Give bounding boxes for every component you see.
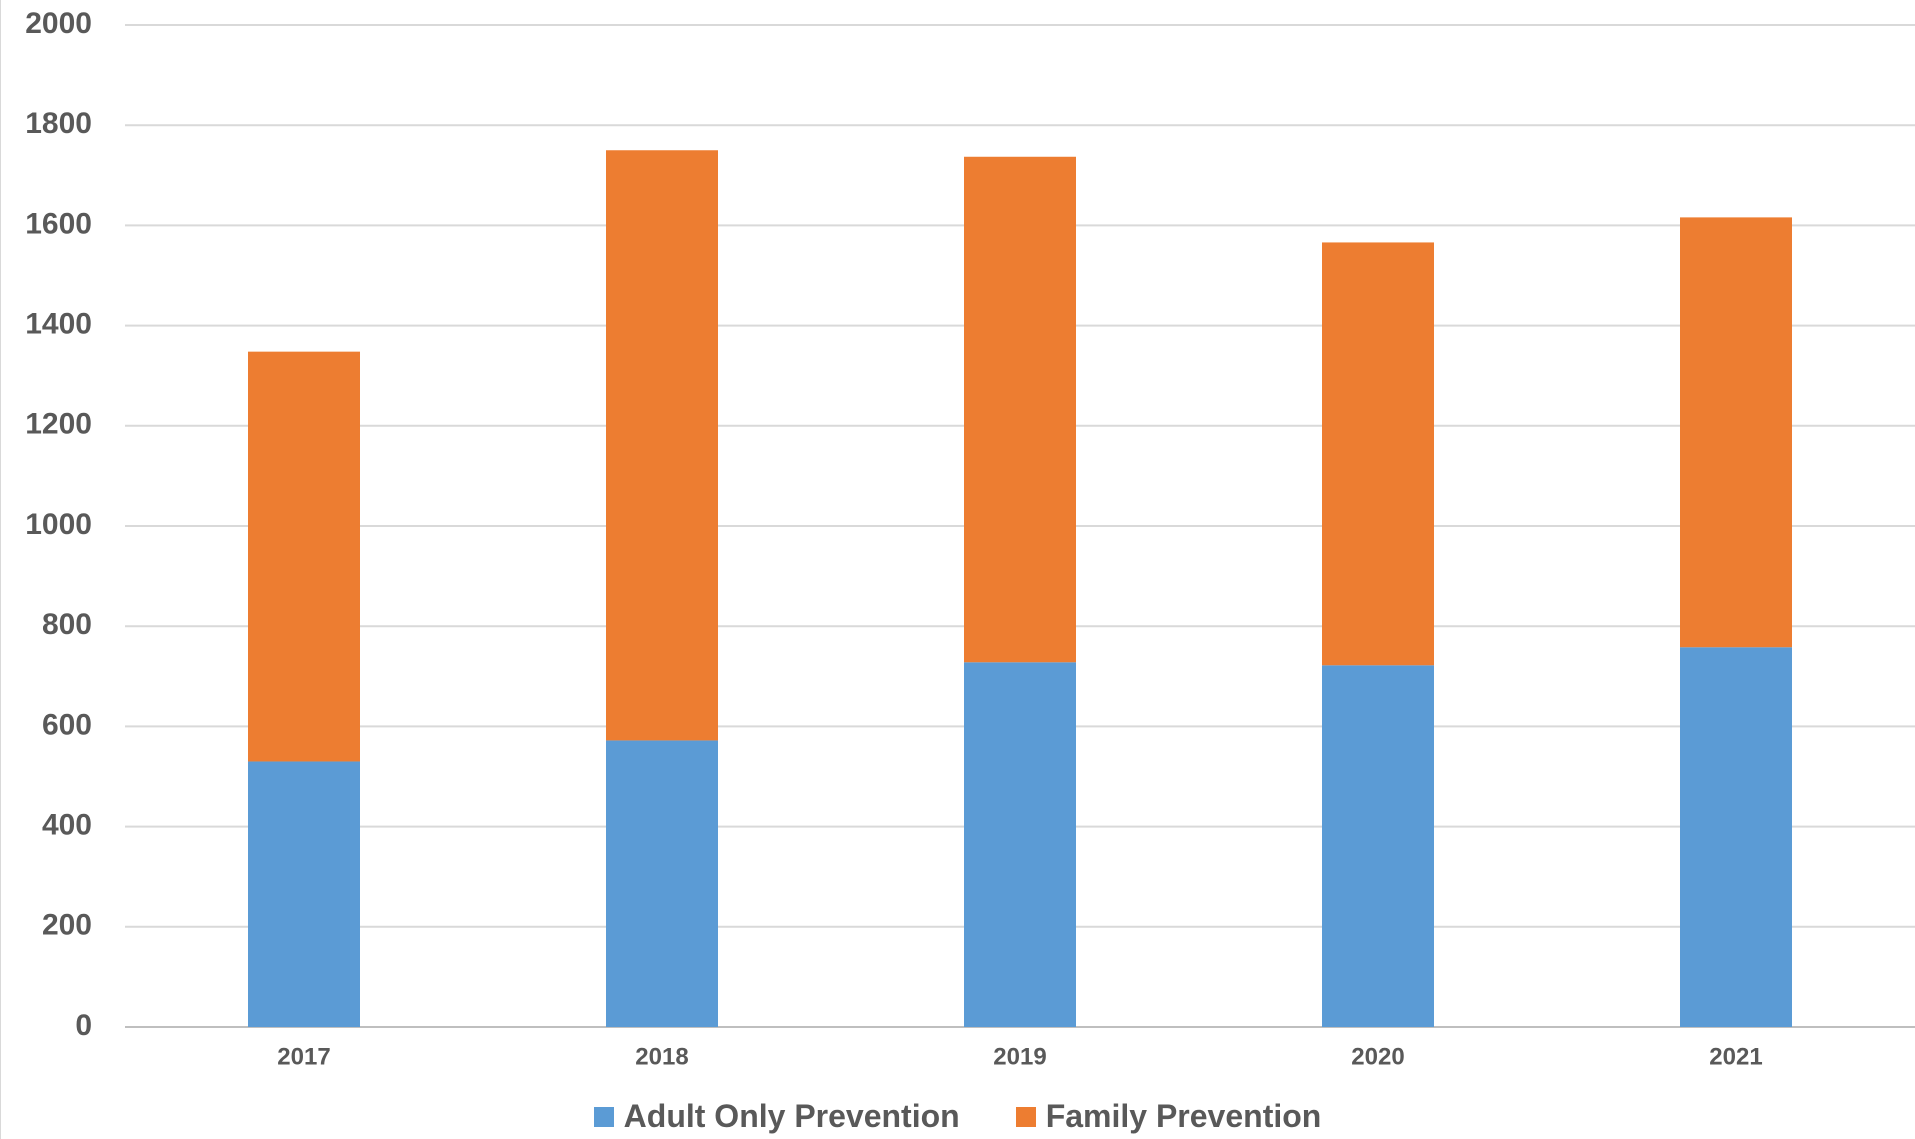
bar-adult-only-2021 (1680, 647, 1792, 1027)
x-tick-label-2017: 2017 (277, 1043, 330, 1070)
bar-family-2019 (964, 156, 1076, 663)
x-tick-label-2019: 2019 (993, 1043, 1046, 1070)
y-tick-label-0: 0 (75, 1009, 92, 1042)
y-tick-label-1200: 1200 (25, 408, 92, 441)
y-tick-label-1800: 1800 (25, 107, 92, 140)
y-tick-label-800: 800 (42, 608, 92, 641)
x-tick-label-2021: 2021 (1709, 1043, 1762, 1070)
x-tick-label-2018: 2018 (635, 1043, 688, 1070)
legend-item-family: Family Prevention (1015, 1098, 1322, 1135)
bars (248, 150, 1792, 1027)
y-tick-label-1600: 1600 (25, 207, 92, 240)
bar-family-2020 (1322, 242, 1434, 666)
x-tick-label-2020: 2020 (1351, 1043, 1404, 1070)
bar-family-2021 (1680, 217, 1792, 648)
y-tick-label-600: 600 (42, 708, 92, 741)
bar-adult-only-2019 (964, 662, 1076, 1027)
bar-adult-only-2020 (1322, 665, 1434, 1027)
legend-swatch-adult-only (593, 1106, 614, 1127)
legend: Adult Only Prevention Family Prevention (0, 1098, 1915, 1135)
bar-family-2017 (248, 351, 360, 762)
y-tick-label-1400: 1400 (25, 308, 92, 341)
y-tick-label-400: 400 (42, 809, 92, 842)
bar-family-2018 (606, 150, 718, 741)
legend-label-adult-only: Adult Only Prevention (623, 1098, 960, 1134)
axes: 0 200 400 600 800 1000 1200 1400 1600 1800 2000 201… (0, 0, 1763, 1139)
legend-label-family: Family Prevention (1045, 1098, 1322, 1134)
y-tick-label-2000: 2000 (25, 7, 92, 40)
bar-adult-only-2017 (248, 761, 360, 1027)
legend-item-adult-only: Adult Only Prevention (593, 1098, 960, 1135)
y-tick-label-1000: 1000 (25, 508, 92, 541)
bar-adult-only-2018 (606, 740, 718, 1027)
legend-swatch-family (1015, 1106, 1036, 1127)
y-tick-label-200: 200 (42, 909, 92, 942)
